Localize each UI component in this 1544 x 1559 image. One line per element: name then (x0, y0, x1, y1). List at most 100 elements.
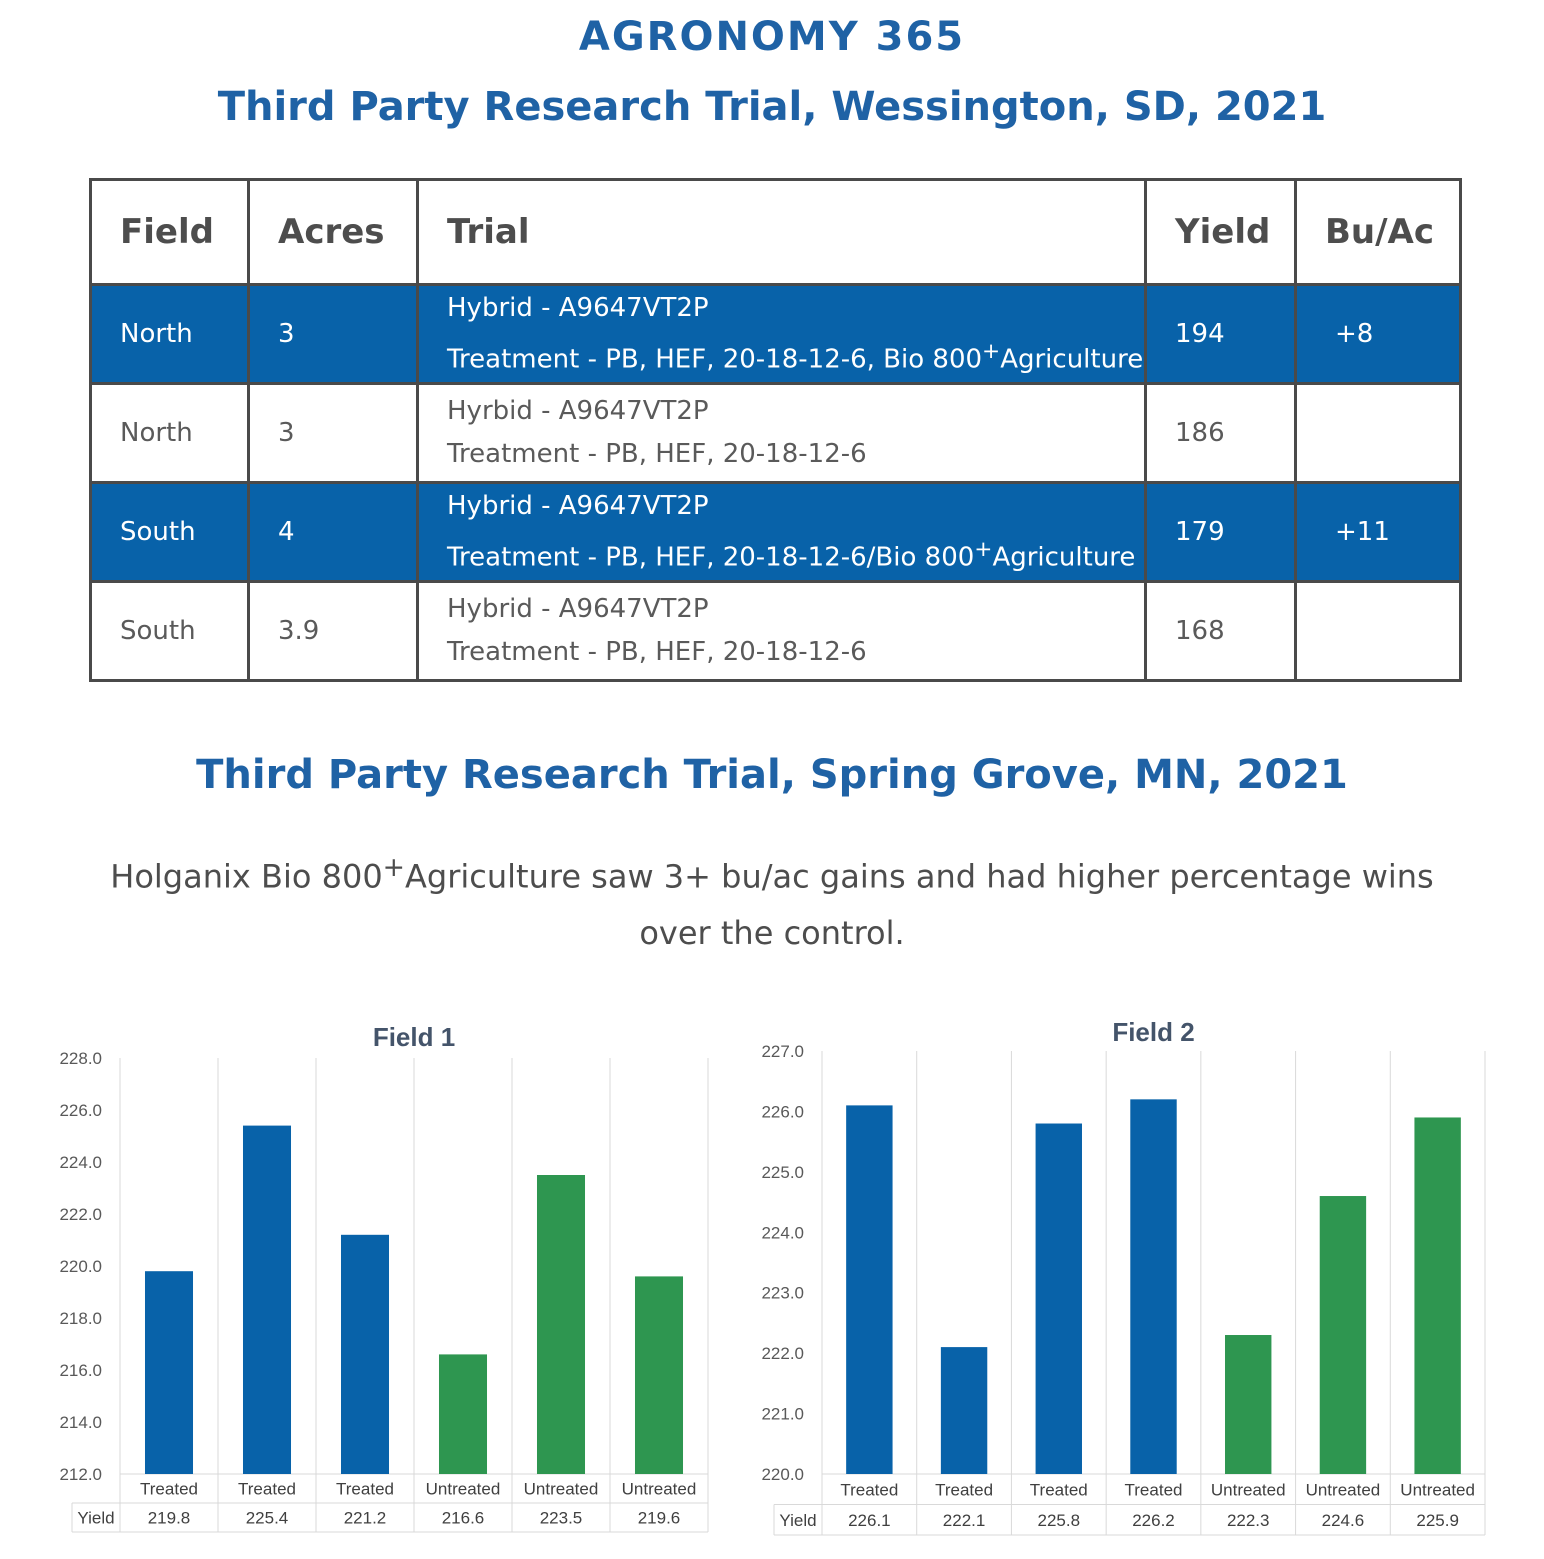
bar (1035, 1123, 1082, 1474)
category-label: Untreated (426, 1480, 501, 1499)
table-row: South 4 Hybrid - A9647VT2P Treatment - P… (89, 481, 1462, 583)
y-tick-label: 222.0 (761, 1344, 804, 1363)
treatment-text: Treatment - PB, HEF, 20-18-12-6 (447, 439, 867, 469)
section-title-wessington: Third Party Research Trial, Wessington, … (217, 84, 1327, 130)
y-tick-label: 224.0 (761, 1223, 804, 1242)
acres-cell: 3.9 (247, 580, 419, 682)
page-title: AGRONOMY 365 (578, 14, 966, 60)
value-label: 221.2 (344, 1509, 387, 1528)
y-tick-label: 222.0 (59, 1205, 102, 1224)
category-label: Treated (840, 1480, 898, 1499)
table-row: North 3 Hybrid - A9647VT2P Treatment - P… (89, 283, 1462, 385)
treatment-suffix: Agriculture (1000, 344, 1144, 375)
buac-cell (1294, 580, 1462, 682)
column-header-buac: Bu/Ac (1294, 178, 1462, 286)
yield-cell: 186 (1144, 382, 1297, 484)
table-row: North 3 Hyrbid - A9647VT2P Treatment - P… (89, 382, 1462, 484)
buac-cell: +11 (1294, 481, 1462, 583)
value-label: 226.2 (1132, 1511, 1175, 1530)
category-label: Untreated (524, 1480, 599, 1499)
acres-cell: 3 (247, 382, 419, 484)
treatment-superscript: + (974, 536, 993, 562)
y-tick-label: 214.0 (59, 1413, 102, 1432)
column-header-yield: Yield (1144, 178, 1297, 286)
bar (242, 1125, 292, 1474)
value-label: 225.9 (1416, 1511, 1459, 1530)
buac-cell (1294, 382, 1462, 484)
bar (144, 1271, 194, 1474)
trial-cell: Hyrbid - A9647VT2P Treatment - PB, HEF, … (416, 382, 1147, 484)
category-label: Untreated (622, 1480, 697, 1499)
summary-main: Holganix Bio 800 (110, 857, 383, 896)
value-label: 225.4 (246, 1509, 289, 1528)
value-label: 225.8 (1038, 1511, 1081, 1530)
bar (1414, 1117, 1461, 1474)
treatment-superscript: + (982, 338, 1001, 364)
trial-cell: Hybrid - A9647VT2P Treatment - PB, HEF, … (416, 580, 1147, 682)
chart-title: Field 2 (1112, 1017, 1194, 1047)
category-label: Treated (1125, 1480, 1183, 1499)
treatment-text: Treatment - PB, HEF, 20-18-12-6/Bio 800+… (447, 528, 1144, 580)
y-tick-label: 216.0 (59, 1361, 102, 1380)
value-label: 222.1 (943, 1511, 986, 1530)
column-header-field: Field (89, 178, 250, 286)
summary-superscript: + (382, 852, 406, 883)
yield-cell: 179 (1144, 481, 1297, 583)
y-tick-label: 220.0 (761, 1465, 804, 1484)
value-label: 219.8 (148, 1509, 191, 1528)
category-label: Treated (140, 1480, 198, 1499)
section-title-spring-grove: Third Party Research Trial, Spring Grove… (196, 752, 1348, 798)
value-label: 226.1 (848, 1511, 891, 1530)
category-label: Treated (238, 1480, 296, 1499)
hybrid-text: Hyrbid - A9647VT2P (447, 396, 709, 426)
value-label: 219.6 (638, 1509, 681, 1528)
hybrid-text: Hybrid - A9647VT2P (447, 594, 709, 624)
chart-title: Field 1 (373, 1022, 455, 1052)
y-tick-label: 227.0 (761, 1042, 804, 1061)
bar (846, 1105, 893, 1474)
y-tick-label: 221.0 (761, 1405, 804, 1424)
treatment-main: Treatment - PB, HEF, 20-18-12-6, Bio 800 (447, 344, 983, 375)
table-header-row: Field Acres Trial Yield Bu/Ac (89, 178, 1462, 286)
bar (634, 1276, 684, 1474)
bar (340, 1234, 390, 1474)
y-tick-label: 218.0 (59, 1309, 102, 1328)
value-label: 222.3 (1227, 1511, 1270, 1530)
bar (1130, 1099, 1177, 1474)
treatment-text: Treatment - PB, HEF, 20-18-12-6, Bio 800… (447, 330, 1144, 382)
column-header-acres: Acres (247, 178, 419, 286)
table-row: South 3.9 Hybrid - A9647VT2P Treatment -… (89, 580, 1462, 682)
acres-cell: 4 (247, 481, 419, 583)
column-header-trial: Trial (416, 178, 1147, 286)
field-cell: South (89, 580, 250, 682)
bar (438, 1354, 488, 1474)
buac-cell: +8 (1294, 283, 1462, 385)
treatment-main: Treatment - PB, HEF, 20-18-12-6/Bio 800 (447, 542, 975, 573)
value-label: 223.5 (540, 1509, 583, 1528)
y-tick-label: 220.0 (59, 1257, 102, 1276)
yield-cell: 194 (1144, 283, 1297, 385)
trial-cell: Hybrid - A9647VT2P Treatment - PB, HEF, … (416, 481, 1147, 583)
row-label: Yield (77, 1509, 114, 1528)
field-2-chart: Field 2 220.0 221.0 222.0 223.0 224.0 225.0 226… (761, 1017, 1486, 1536)
y-tick-label: 224.0 (59, 1153, 102, 1172)
category-label: Untreated (1306, 1480, 1381, 1499)
trial-cell: Hybrid - A9647VT2P Treatment - PB, HEF, … (416, 283, 1147, 385)
y-tick-label: 225.0 (761, 1163, 804, 1182)
row-label: Yield (779, 1511, 816, 1530)
category-label: Treated (336, 1480, 394, 1499)
y-tick-label: 223.0 (761, 1284, 804, 1303)
yield-cell: 168 (1144, 580, 1297, 682)
acres-cell: 3 (247, 283, 419, 385)
category-label: Untreated (1400, 1480, 1475, 1499)
summary-rest: Agriculture saw 3+ bu/ac gains and had h… (405, 857, 1434, 952)
y-tick-label: 226.0 (59, 1101, 102, 1120)
bar (536, 1175, 586, 1474)
category-label: Treated (935, 1480, 993, 1499)
value-label: 216.6 (442, 1509, 485, 1528)
field-1-chart: Field 1 212.0 214.0 216.0 218.0 220.0 222.0 224… (59, 1022, 709, 1533)
field-cell: North (89, 283, 250, 385)
y-tick-label: 228.0 (59, 1049, 102, 1068)
category-label: Treated (1030, 1480, 1088, 1499)
bar (940, 1347, 988, 1474)
